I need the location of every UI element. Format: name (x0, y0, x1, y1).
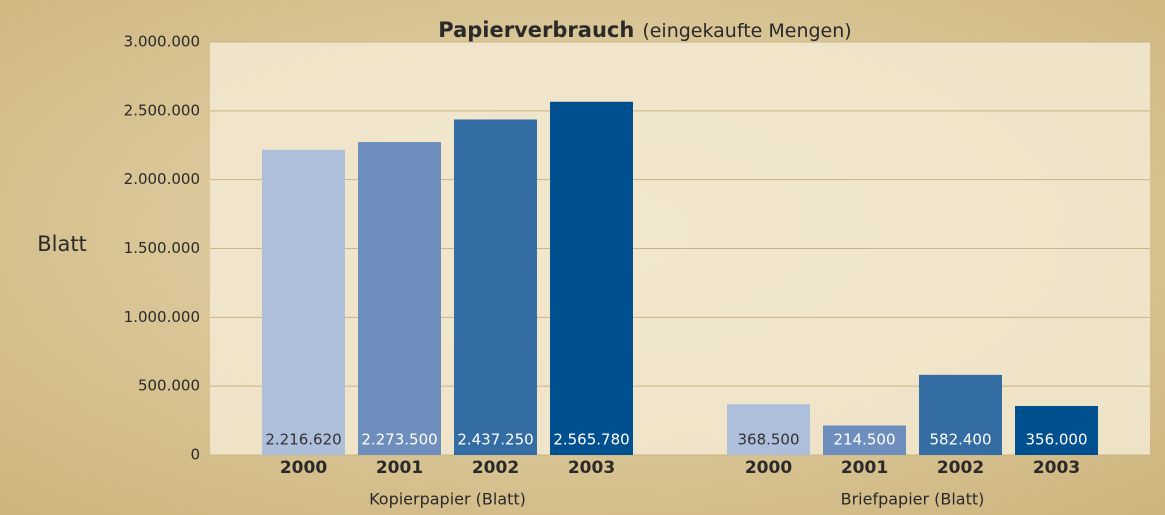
value-label: 2.273.500 (361, 431, 437, 449)
group-label: Briefpapier (Blatt) (841, 490, 985, 509)
x-tick-label: 2002 (937, 458, 984, 478)
x-tick-label: 2002 (472, 458, 519, 478)
value-label: 582.400 (929, 431, 991, 449)
value-label: 2.216.620 (265, 431, 341, 449)
x-tick-label: 2000 (280, 458, 327, 478)
chart-title: Papierverbrauch (eingekaufte Mengen) (438, 18, 851, 42)
x-tick-label: 2001 (841, 458, 888, 478)
bar (454, 119, 537, 455)
value-label: 2.437.250 (457, 431, 533, 449)
x-tick-label: 2000 (745, 458, 792, 478)
y-tick-label: 0 (190, 446, 200, 464)
bar (919, 374, 1002, 455)
x-tick-label: 2003 (1033, 458, 1080, 478)
y-tick-label: 1.000.000 (124, 308, 200, 326)
y-tick-label: 1.500.000 (124, 239, 200, 257)
y-tick-label: 2.000.000 (124, 170, 200, 188)
y-tick-label: 2.500.000 (124, 101, 200, 119)
bar (550, 101, 633, 455)
y-tick-label: 500.000 (138, 377, 200, 395)
y-tick-label: 3.000.000 (124, 33, 200, 51)
bar (727, 404, 810, 455)
y-axis-label: Blatt (37, 232, 87, 256)
bar (262, 149, 345, 455)
value-label: 356.000 (1025, 431, 1087, 449)
title: Papierverbrauch (438, 18, 634, 42)
x-tick-label: 2001 (376, 458, 423, 478)
bar (358, 142, 441, 455)
subtitle: (eingekaufte Mengen) (642, 20, 851, 42)
bar (823, 425, 906, 455)
value-label: 368.500 (737, 431, 799, 449)
value-label: 2.565.780 (553, 431, 629, 449)
value-label: 214.500 (833, 431, 895, 449)
group-label: Kopierpapier (Blatt) (369, 490, 526, 509)
x-tick-label: 2003 (568, 458, 615, 478)
bar (1015, 405, 1098, 455)
